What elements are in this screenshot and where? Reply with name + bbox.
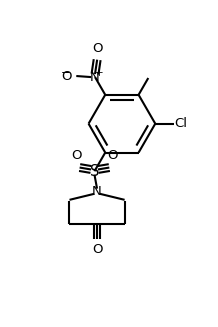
- Text: O: O: [92, 42, 102, 55]
- Text: O: O: [61, 70, 71, 82]
- Text: S: S: [90, 164, 99, 179]
- Text: N: N: [92, 185, 102, 198]
- Text: N: N: [90, 71, 100, 84]
- Text: −: −: [61, 66, 70, 78]
- Text: +: +: [95, 68, 104, 78]
- Text: O: O: [92, 243, 102, 256]
- Text: O: O: [107, 149, 118, 162]
- Text: O: O: [71, 149, 82, 162]
- Text: Cl: Cl: [175, 117, 188, 130]
